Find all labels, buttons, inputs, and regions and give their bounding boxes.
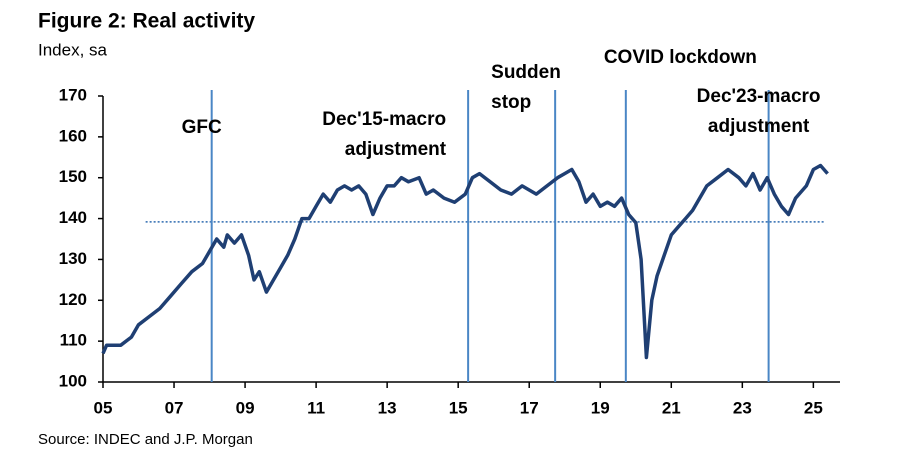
y-tick-label: 150	[59, 167, 87, 186]
x-tick-label: 07	[165, 398, 184, 417]
y-tick-label: 130	[59, 249, 87, 268]
y-tick-label: 100	[59, 371, 87, 390]
y-tick-label: 170	[59, 85, 87, 104]
event-label: Dec'23-macro	[697, 86, 821, 107]
x-tick-label: 11	[307, 398, 325, 417]
x-tick-label: 05	[94, 398, 113, 417]
event-label: Sudden	[491, 62, 561, 83]
x-tick-label: 19	[591, 398, 610, 417]
y-tick-label: 120	[59, 290, 87, 309]
chart-title: Figure 2: Real activity	[38, 10, 255, 33]
y-tick-label: 110	[60, 331, 87, 350]
event-label: stop	[491, 92, 531, 113]
source-note: Source: INDEC and J.P. Morgan	[38, 431, 253, 448]
chart-subtitle: Index, sa	[38, 40, 108, 59]
event-label: COVID lockdown	[604, 47, 757, 68]
x-tick-label: 09	[236, 398, 255, 417]
x-tick-label: 15	[449, 398, 468, 417]
event-label: adjustment	[345, 139, 447, 160]
event-label: adjustment	[708, 116, 810, 137]
x-tick-label: 25	[804, 398, 823, 417]
event-label: GFC	[182, 117, 222, 138]
y-tick-label: 140	[59, 208, 87, 227]
x-tick-label: 13	[378, 398, 397, 417]
x-tick-label: 21	[662, 398, 681, 417]
data-line	[101, 163, 829, 360]
event-label: Dec'15-macro	[322, 109, 446, 130]
x-tick-label: 23	[733, 398, 752, 417]
y-tick-label: 160	[59, 126, 87, 145]
x-tick-label: 17	[520, 398, 539, 417]
